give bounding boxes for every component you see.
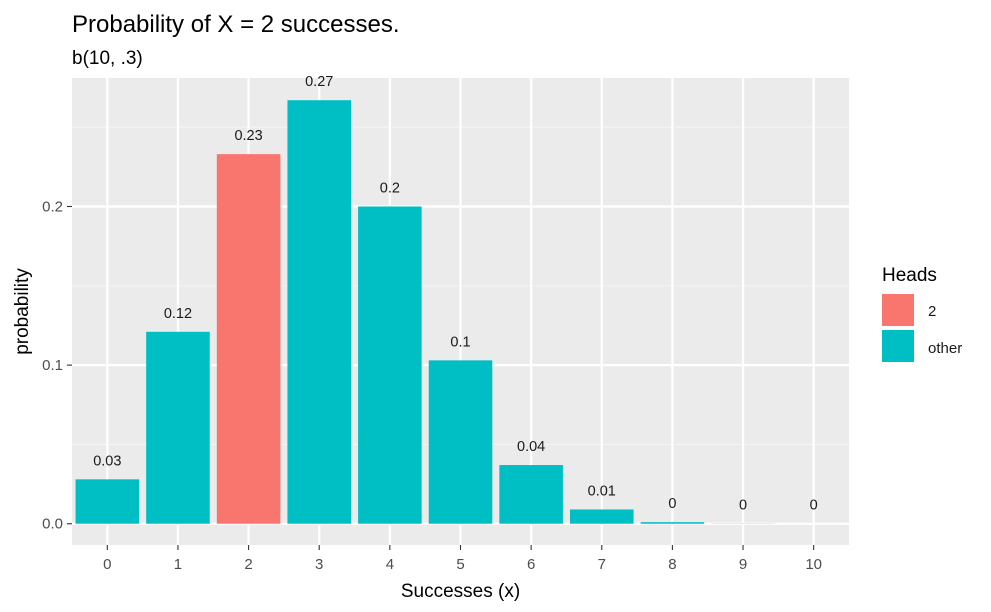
bar-5	[428, 360, 493, 524]
x-tick-label: 1	[174, 556, 182, 573]
bar-0	[75, 479, 140, 524]
x-tick-label: 4	[386, 556, 394, 573]
y-tick-label: 0.1	[42, 357, 63, 374]
legend-key-other	[882, 330, 914, 362]
bar-6	[499, 465, 563, 524]
chart-subtitle: b(10, .3)	[72, 48, 143, 69]
x-tick-label: 0	[103, 556, 111, 573]
data-label-9: 0	[739, 498, 747, 514]
x-axis-title: Successes (x)	[401, 581, 520, 602]
data-labels: 0.03 0.12 0.23 0.27 0.2 0.1 0.04 0.01 0 0 0	[93, 74, 818, 514]
x-tick-label: 3	[315, 556, 323, 573]
x-tick-label: 9	[739, 556, 747, 573]
x-tick-label: 5	[456, 556, 464, 573]
data-label-3: 0.27	[305, 74, 333, 90]
y-axis-title: probability	[12, 268, 33, 355]
legend: Heads 2 other	[882, 265, 962, 362]
legend-key-2	[882, 294, 914, 326]
bar-4	[358, 206, 422, 524]
legend-label-2: 2	[928, 303, 936, 320]
data-label-0: 0.03	[93, 453, 121, 469]
data-label-6: 0.04	[517, 439, 545, 455]
bar-8	[640, 522, 705, 524]
data-label-7: 0.01	[588, 483, 616, 499]
bar-7	[569, 509, 634, 524]
data-label-5: 0.1	[450, 334, 470, 350]
legend-title: Heads	[882, 265, 937, 286]
y-axis: 0.0 0.1 0.2	[42, 198, 72, 533]
bar-2	[216, 154, 281, 524]
x-axis: 0 1 2 3 4 5 6 7 8 9 10	[103, 545, 822, 573]
legend-label-other: other	[928, 340, 962, 357]
data-label-10: 0	[810, 498, 818, 514]
data-label-1: 0.12	[164, 306, 192, 322]
data-label-4: 0.2	[380, 180, 400, 196]
y-tick-label: 0.0	[42, 516, 63, 533]
x-tick-label: 10	[805, 556, 822, 573]
x-tick-label: 8	[668, 556, 676, 573]
bars	[75, 100, 846, 524]
y-tick-label: 0.2	[42, 198, 63, 215]
chart-title: Probability of X = 2 successes.	[72, 11, 400, 38]
x-tick-label: 2	[244, 556, 252, 573]
data-label-2: 0.23	[234, 128, 262, 144]
data-label-8: 0	[668, 496, 676, 512]
bar-1	[146, 331, 210, 524]
x-tick-label: 7	[598, 556, 606, 573]
bar-3	[287, 100, 352, 524]
x-tick-label: 6	[527, 556, 535, 573]
